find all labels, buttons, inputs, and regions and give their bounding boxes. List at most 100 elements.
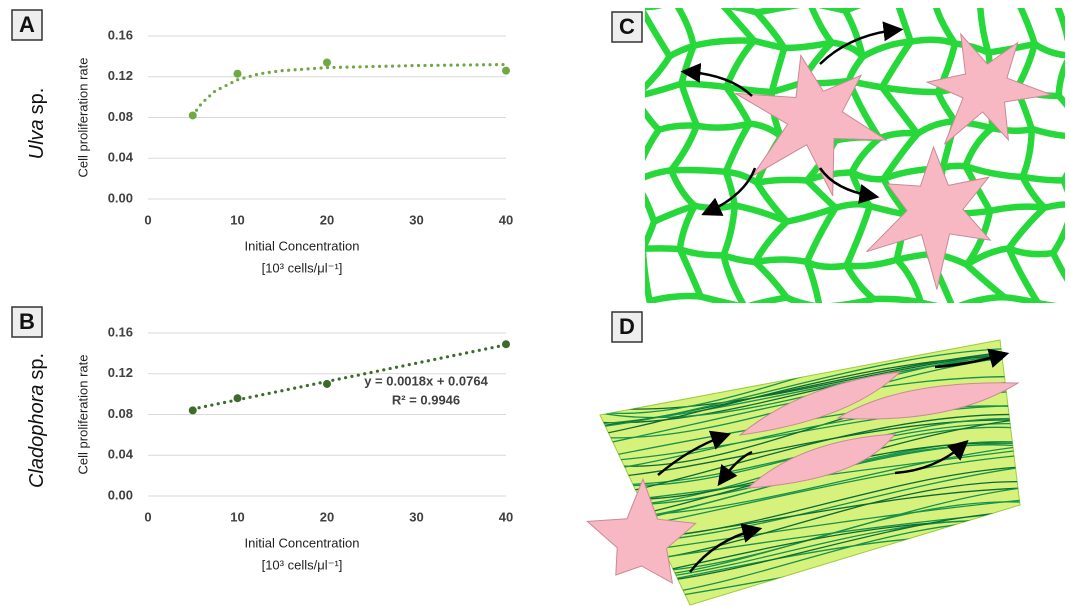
mesh-fiber <box>980 0 989 52</box>
illustration-d <box>587 334 1030 606</box>
x-tick-label: 30 <box>409 509 423 524</box>
y-tick-label: 0.04 <box>108 150 134 165</box>
data-point <box>189 111 197 119</box>
mesh-fiber <box>1038 303 1070 307</box>
x-tick-label: 10 <box>230 509 244 524</box>
mesh-fiber <box>681 84 726 87</box>
y-axis-title: Cell proliferation rate <box>75 355 90 475</box>
mesh-fiber <box>650 296 701 301</box>
row-label-suffix: sp. <box>26 353 48 380</box>
mesh-fiber <box>897 260 921 303</box>
y-tick-label: 0.00 <box>108 487 133 502</box>
mesh-fiber <box>681 84 696 126</box>
figure: C D AUlvasp.0.000.040.080.120.1601020304… <box>0 0 1070 606</box>
mesh-fiber <box>1053 205 1070 253</box>
y-tick-label: 0.00 <box>108 190 133 205</box>
x-axis-unit: [10³ cells/μl⁻¹] <box>262 260 343 275</box>
mesh-fiber <box>674 0 694 46</box>
row-label-suffix: sp. <box>26 88 48 115</box>
fiber-mesh <box>634 0 1070 308</box>
x-tick-label: 10 <box>230 212 244 227</box>
x-tick-label: 0 <box>144 509 151 524</box>
panel-label: C <box>619 14 635 39</box>
mesh-fiber <box>852 138 879 172</box>
mesh-fiber <box>643 222 654 249</box>
x-tick-label: 40 <box>499 212 513 227</box>
y-tick-label: 0.08 <box>108 406 133 421</box>
mesh-fiber <box>755 262 786 297</box>
mesh-fiber <box>953 297 1004 308</box>
mesh-fiber <box>1064 136 1070 181</box>
mesh-fiber <box>671 170 726 172</box>
annotation: y = 0.0018x + 0.0764 <box>364 373 488 388</box>
mesh-fiber <box>640 6 670 56</box>
mesh-fiber <box>1059 96 1070 136</box>
mesh-fiber <box>635 182 654 221</box>
x-tick-label: 20 <box>320 509 334 524</box>
y-tick-label: 0.16 <box>108 27 133 42</box>
mesh-fiber <box>745 297 787 307</box>
mesh-fiber <box>1053 0 1070 56</box>
mesh-fiber <box>671 170 695 206</box>
mesh-fiber <box>846 206 869 266</box>
illustration-c <box>634 0 1070 308</box>
mesh-fiber <box>755 222 787 263</box>
mesh-fiber <box>980 0 1020 5</box>
row-label: Cladophora sp. <box>26 353 48 488</box>
mesh-fiber <box>635 170 671 182</box>
mesh-fiber <box>897 254 929 260</box>
row-label-genus: Cladophora <box>26 385 48 488</box>
x-tick-label: 40 <box>499 509 513 524</box>
mesh-fiber <box>1017 44 1035 89</box>
mesh-fiber <box>757 180 807 183</box>
mesh-fiber <box>967 265 1005 298</box>
mesh-fiber <box>634 84 681 97</box>
data-point <box>234 394 242 402</box>
mesh-fiber <box>726 124 749 172</box>
mesh-fiber <box>697 124 750 128</box>
mesh-fiber <box>836 204 870 208</box>
mesh-fiber <box>846 266 873 299</box>
mesh-fiber <box>772 48 785 92</box>
y-tick-label: 0.04 <box>108 447 134 462</box>
mesh-fiber <box>1019 5 1034 44</box>
x-axis-unit: [10³ cells/μl⁻¹] <box>262 557 343 572</box>
mesh-fiber <box>1053 253 1070 307</box>
mesh-fiber <box>694 41 754 46</box>
y-tick-label: 0.16 <box>108 324 133 339</box>
y-tick-label: 0.12 <box>108 68 133 83</box>
x-tick-label: 20 <box>320 212 334 227</box>
data-point <box>234 70 242 78</box>
mesh-fiber <box>1009 248 1053 254</box>
mesh-fiber <box>640 0 674 7</box>
mesh-fiber <box>1009 208 1045 249</box>
panel-label: A <box>19 12 35 37</box>
y-tick-label: 0.08 <box>108 109 133 124</box>
mesh-fiber <box>659 126 697 130</box>
mesh-fiber <box>966 166 1023 177</box>
mesh-fiber <box>1032 129 1070 136</box>
y-axis-title: Cell proliferation rate <box>75 58 90 178</box>
mesh-fiber <box>921 303 953 309</box>
mesh-fiber <box>671 126 697 170</box>
panel-label: D <box>619 314 635 339</box>
data-point <box>189 406 197 414</box>
mesh-fiber <box>1059 56 1070 96</box>
data-point <box>502 67 510 75</box>
y-tick-label: 0.12 <box>108 365 133 380</box>
mesh-fiber <box>882 87 938 92</box>
mesh-fiber <box>680 249 724 255</box>
mesh-fiber <box>895 0 910 42</box>
annotation: R² = 0.9946 <box>392 392 460 407</box>
data-point <box>323 380 331 388</box>
mesh-fiber <box>726 41 754 87</box>
mesh-fiber <box>643 248 680 249</box>
mesh-fiber <box>807 262 847 267</box>
mesh-fiber <box>911 40 955 44</box>
mesh-fiber <box>755 259 807 262</box>
data-point <box>502 340 510 348</box>
x-tick-label: 30 <box>409 212 423 227</box>
mesh-fiber <box>874 299 921 303</box>
mesh-fiber <box>1019 0 1053 5</box>
mesh-fiber <box>724 205 735 255</box>
